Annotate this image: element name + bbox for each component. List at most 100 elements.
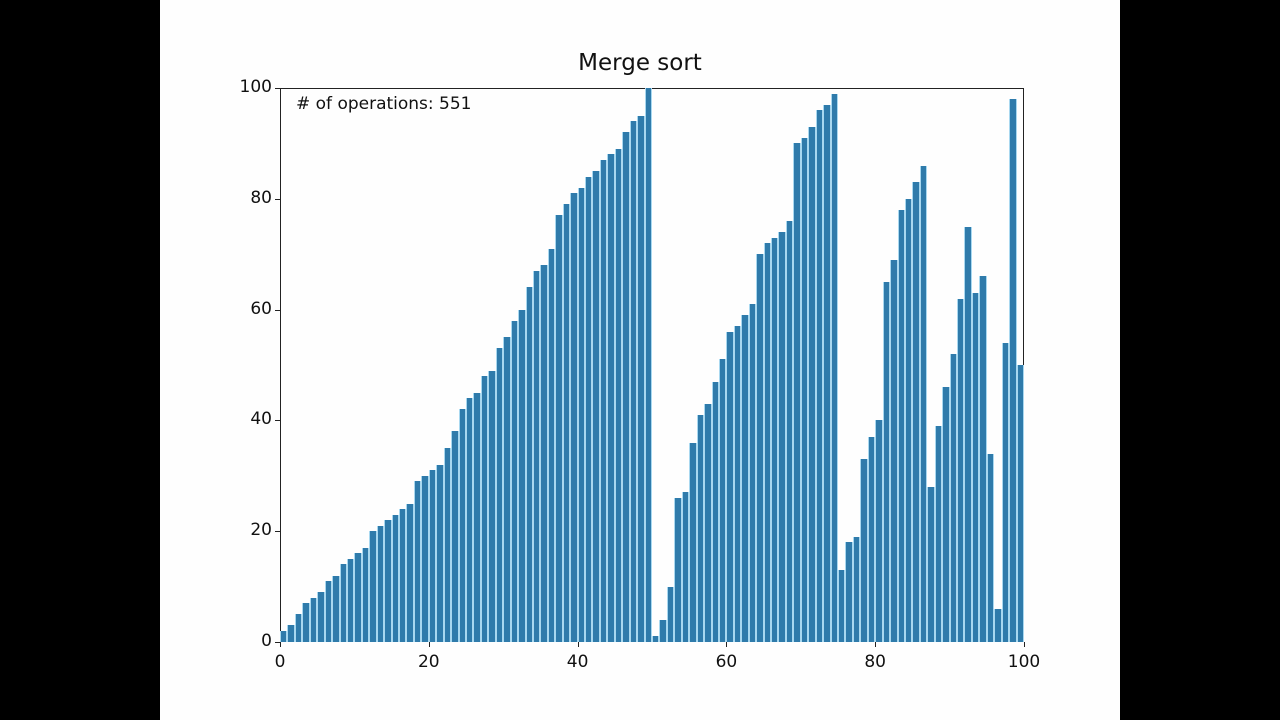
bar	[1016, 365, 1024, 642]
bar	[302, 603, 310, 642]
x-tick-mark	[280, 642, 281, 647]
x-tick-label: 80	[864, 652, 886, 672]
bar	[309, 597, 318, 642]
bar	[399, 509, 407, 642]
y-tick-label: 60	[250, 298, 272, 319]
bar	[622, 132, 630, 642]
y-tick-mark	[275, 642, 280, 643]
bar	[838, 569, 846, 642]
bar	[473, 392, 481, 642]
bar	[726, 331, 734, 642]
bar	[689, 442, 697, 642]
bar	[413, 481, 422, 642]
bar	[294, 614, 303, 642]
bar	[451, 431, 459, 642]
bar	[904, 198, 913, 642]
bar	[339, 564, 347, 642]
bar	[919, 165, 928, 642]
bar	[510, 320, 519, 642]
bar	[570, 193, 578, 642]
operations-count-annotation: # of operations: 551	[296, 94, 472, 114]
bar	[785, 220, 794, 642]
bar	[346, 558, 355, 642]
bar	[369, 531, 377, 642]
bar	[942, 387, 950, 642]
bar	[324, 581, 333, 642]
bar	[815, 110, 824, 642]
bar	[1009, 99, 1017, 642]
y-tick-label: 100	[239, 77, 272, 97]
bar	[607, 154, 615, 642]
bar	[949, 353, 958, 642]
bar	[280, 630, 288, 642]
x-tick-label: 100	[1007, 652, 1041, 672]
x-tick-label: 60	[715, 652, 738, 672]
bar	[860, 459, 868, 642]
bar	[1001, 342, 1010, 642]
bar	[629, 121, 638, 642]
y-tick-label: 20	[250, 520, 272, 541]
y-tick-label: 80	[250, 187, 272, 208]
y-tick-mark	[275, 309, 280, 311]
bar	[696, 414, 705, 642]
y-tick-label: 0	[261, 631, 272, 651]
bar	[599, 160, 608, 642]
x-tick-mark	[726, 642, 728, 647]
bar	[890, 259, 898, 642]
bar	[808, 126, 816, 642]
bar	[466, 398, 474, 642]
bar	[733, 326, 742, 642]
bar	[443, 448, 452, 642]
bar	[406, 503, 414, 642]
bar	[771, 237, 779, 642]
y-tick-label: 40	[250, 409, 272, 430]
bar	[354, 553, 362, 642]
bar	[711, 381, 719, 642]
bar	[480, 376, 489, 642]
bar	[644, 88, 652, 642]
bar	[912, 182, 920, 642]
bar	[875, 420, 883, 642]
bar	[704, 403, 712, 642]
bar	[681, 492, 690, 642]
bar	[971, 292, 980, 642]
bar	[793, 143, 801, 642]
x-tick-label: 20	[417, 652, 440, 672]
x-tick-label: 0	[274, 652, 286, 672]
bar	[830, 93, 838, 642]
bar	[421, 475, 429, 642]
x-tick-mark	[875, 642, 877, 647]
bar	[585, 176, 593, 642]
x-tick-label: 40	[566, 652, 589, 672]
bar	[652, 636, 660, 642]
bar	[897, 209, 905, 642]
bar-series	[280, 88, 1024, 642]
bar	[614, 148, 623, 642]
bar	[867, 437, 876, 642]
bar	[562, 204, 571, 642]
bar	[845, 542, 853, 642]
bar	[525, 287, 533, 642]
x-tick-mark	[577, 642, 579, 647]
bar	[637, 115, 645, 642]
bar	[592, 171, 600, 642]
bar	[986, 453, 995, 642]
bar	[503, 337, 511, 642]
bar	[659, 619, 667, 642]
bar	[718, 359, 727, 642]
bar	[532, 270, 541, 642]
bar	[666, 586, 675, 642]
bar	[384, 520, 392, 642]
bar	[332, 575, 340, 642]
y-tick-mark	[275, 531, 280, 533]
bar	[927, 486, 935, 642]
bar	[741, 315, 749, 642]
bar	[934, 425, 943, 642]
bar	[428, 470, 437, 642]
bar	[763, 243, 772, 642]
bar	[376, 525, 385, 642]
bar	[756, 254, 764, 642]
bar	[852, 536, 861, 642]
chart-title: Merge sort	[578, 50, 702, 76]
bar	[361, 547, 370, 642]
